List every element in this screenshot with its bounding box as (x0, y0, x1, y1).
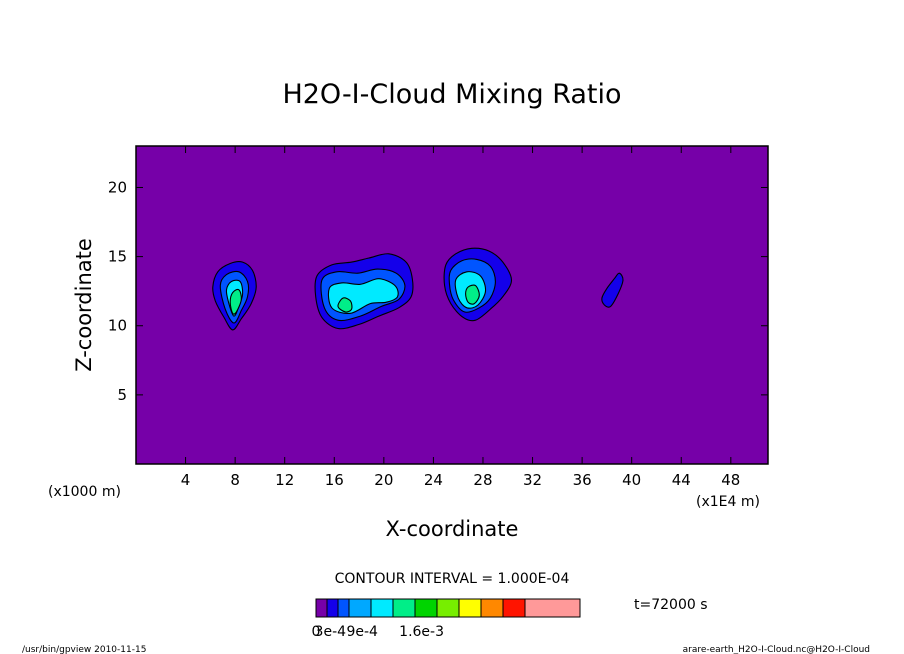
colorbar-cell (392, 598, 416, 618)
colorbar-cell (458, 598, 482, 618)
y-tick-label: 5 (117, 386, 127, 404)
y-axis-label: Z-coordinate (72, 238, 96, 372)
footer-right: arare-earth_H2O-I-Cloud.nc@H2O-I-Cloud (683, 645, 870, 654)
colorbar-cell (337, 598, 350, 618)
x-tick-label: 32 (523, 471, 542, 489)
colorbar-cell (436, 598, 460, 618)
x-tick-label: 20 (374, 471, 393, 489)
cloud-b-level-4 (337, 297, 353, 313)
x-tick-label: 16 (325, 471, 344, 489)
x-axis-label: X-coordinate (386, 517, 519, 541)
time-label: t=72000 s (634, 597, 708, 613)
colorbar-cell (370, 598, 394, 618)
x-axis-ticks: 4 8 12 16 20 24 28 32 36 40 44 48 (181, 146, 740, 489)
x-tick-label: 44 (672, 471, 691, 489)
contour-interval-label: CONTOUR INTERVAL = 1.000E-04 (335, 571, 570, 587)
colorbar-cell (326, 598, 339, 618)
x-tick-label: 48 (721, 471, 740, 489)
footer-left: /usr/bin/gpview 2010-11-15 (22, 645, 146, 654)
x-unit-left: (x1000 m) (48, 484, 121, 500)
colorbar-cell (348, 598, 372, 618)
colorbar-tick-label: 1.6e-3 (399, 624, 444, 640)
chart-title: H2O-I-Cloud Mixing Ratio (282, 79, 621, 110)
x-tick-label: 4 (181, 471, 191, 489)
cloud-c-level-4 (465, 284, 480, 305)
contour-fills (212, 247, 624, 331)
cloud-a-level-4 (229, 288, 242, 315)
y-tick-label: 10 (108, 317, 127, 335)
y-axis-ticks: 5 10 15 20 (108, 178, 768, 404)
colorbar-tick-label: 3e-4 (315, 624, 347, 640)
plot-frame (135, 145, 769, 465)
x-tick-label: 24 (424, 471, 443, 489)
colorbar-cell (524, 598, 581, 618)
colorbar-tick-labels: 03e-4 9e-4 1.6e-3 (312, 624, 444, 640)
colorbar-cell (414, 598, 438, 618)
x-tick-label: 8 (230, 471, 240, 489)
x-tick-label: 28 (473, 471, 492, 489)
x-tick-label: 40 (622, 471, 641, 489)
cloud-d-level-1 (601, 272, 624, 308)
colorbar (315, 598, 581, 618)
colorbar-tick-label: 9e-4 (346, 624, 378, 640)
x-tick-label: 36 (573, 471, 592, 489)
colorbar-cell (315, 598, 328, 618)
colorbar-tick-label: 0 (312, 624, 321, 640)
y-tick-label: 20 (108, 178, 127, 196)
colorbar-cell (502, 598, 526, 618)
colorbar-cell (480, 598, 504, 618)
x-unit-right: (x1E4 m) (696, 494, 760, 510)
y-tick-label: 15 (108, 248, 127, 266)
x-tick-label: 12 (275, 471, 294, 489)
